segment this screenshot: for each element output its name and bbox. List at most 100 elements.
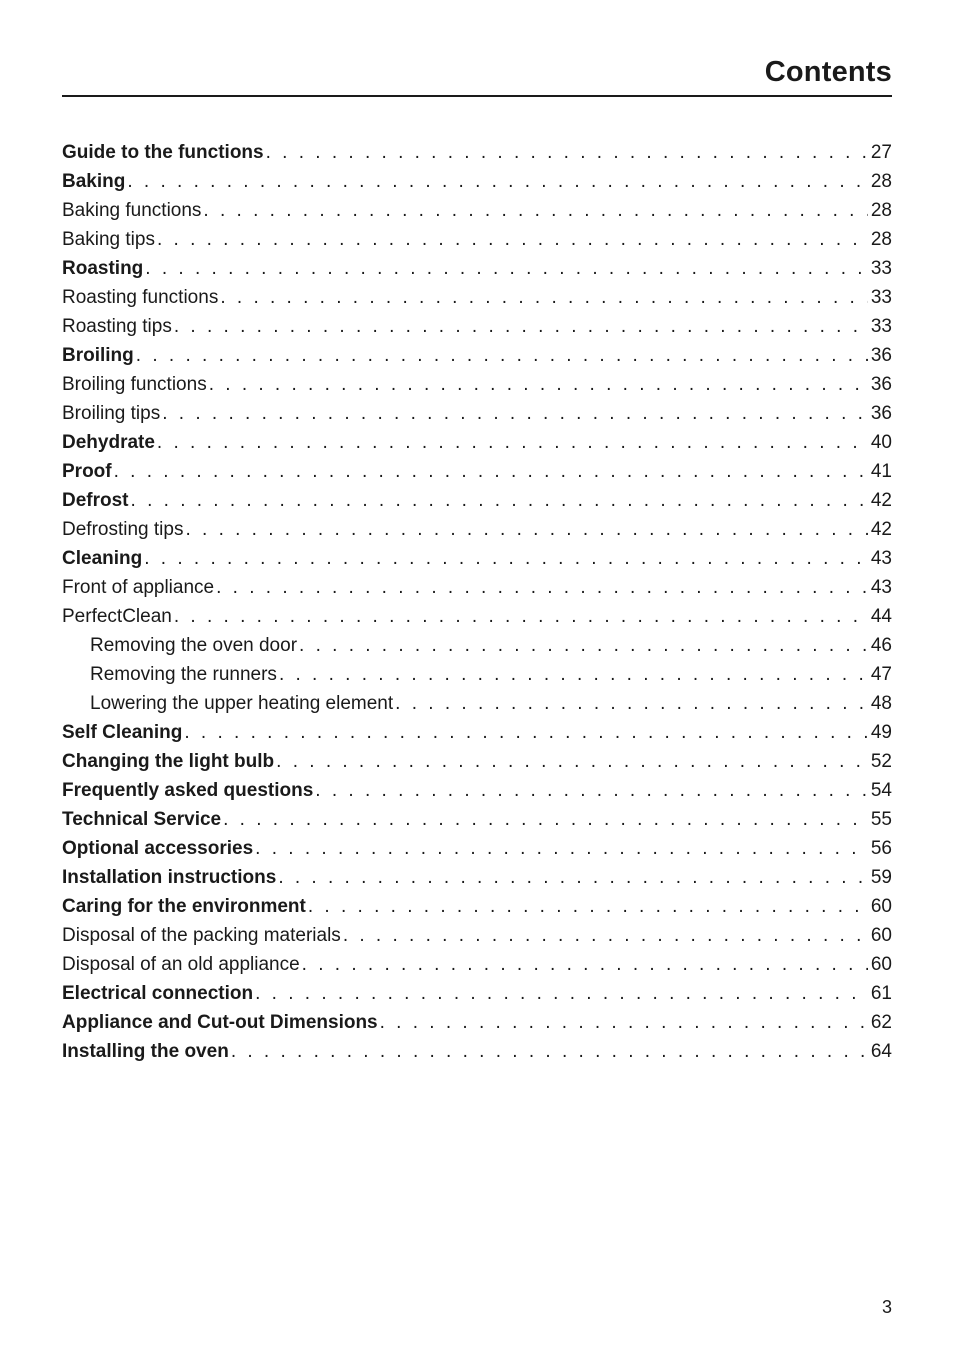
toc-entry-label: Removing the oven door — [90, 636, 297, 655]
toc-entry-page: 36 — [868, 404, 892, 423]
toc-entry: Broiling tips 36 — [62, 404, 892, 423]
toc-entry-page: 44 — [868, 607, 892, 626]
page: Contents Guide to the functions 27 Baking 2… — [0, 0, 954, 1352]
toc-entry: Frequently asked questions54 — [62, 781, 892, 800]
toc-leader-dots — [155, 230, 868, 249]
toc-entry: Front of appliance43 — [62, 578, 892, 597]
toc-entry-page: 33 — [868, 288, 892, 307]
toc-entry-label: Defrost — [62, 491, 129, 510]
toc-leader-dots — [207, 375, 868, 394]
toc-leader-dots — [142, 549, 868, 568]
toc-entry-label: Guide to the functions — [62, 143, 264, 162]
toc-entry-label: Baking tips — [62, 230, 155, 249]
toc-entry-page: 27 — [868, 143, 892, 162]
toc-leader-dots — [253, 839, 868, 858]
toc-entry-page: 28 — [868, 201, 892, 220]
toc-entry: Disposal of an old appliance 60 — [62, 955, 892, 974]
toc-entry: Cleaning43 — [62, 549, 892, 568]
toc-entry: Installing the oven64 — [62, 1042, 892, 1061]
toc-entry-label: Changing the light bulb — [62, 752, 274, 771]
toc-entry: Roasting functions33 — [62, 288, 892, 307]
toc-entry: PerfectClean44 — [62, 607, 892, 626]
toc-leader-dots — [306, 897, 868, 916]
toc-leader-dots — [393, 694, 868, 713]
toc-leader-dots — [229, 1042, 868, 1061]
toc-entry-page: 40 — [868, 433, 892, 452]
toc-leader-dots — [172, 607, 868, 626]
toc-leader-dots — [183, 520, 868, 539]
toc-entry-page: 46 — [868, 636, 892, 655]
toc-entry: Removing the oven door 46 — [62, 636, 892, 655]
toc-entry: Broiling36 — [62, 346, 892, 365]
toc-entry: Baking 28 — [62, 172, 892, 191]
toc-entry-label: Disposal of an old appliance — [62, 955, 300, 974]
toc-leader-dots — [341, 926, 868, 945]
toc-entry-label: Baking functions — [62, 201, 201, 220]
toc-entry-label: Front of appliance — [62, 578, 214, 597]
toc-leader-dots — [218, 288, 868, 307]
toc-entry: Electrical connection61 — [62, 984, 892, 1003]
toc-leader-dots — [129, 491, 868, 510]
toc-leader-dots — [143, 259, 868, 278]
toc-leader-dots — [253, 984, 868, 1003]
toc-leader-dots — [277, 665, 868, 684]
toc-entry: Broiling functions36 — [62, 375, 892, 394]
toc-entry-label: Proof — [62, 462, 112, 481]
toc-entry-label: Technical Service — [62, 810, 221, 829]
toc-leader-dots — [297, 636, 868, 655]
toc-entry-page: 33 — [868, 317, 892, 336]
toc-entry: Optional accessories56 — [62, 839, 892, 858]
toc-entry-page: 49 — [868, 723, 892, 742]
toc-entry-page: 60 — [868, 897, 892, 916]
toc-entry-label: Roasting — [62, 259, 143, 278]
toc-entry-label: Roasting tips — [62, 317, 172, 336]
toc-entry-label: Lowering the upper heating element — [90, 694, 393, 713]
toc-leader-dots — [201, 201, 868, 220]
page-header: Contents — [62, 56, 892, 97]
toc-entry-label: Baking — [62, 172, 125, 191]
toc-leader-dots — [274, 752, 868, 771]
toc-entry-label: Removing the runners — [90, 665, 277, 684]
toc-entry-page: 60 — [868, 955, 892, 974]
toc-entry-label: Disposal of the packing materials — [62, 926, 341, 945]
toc-entry-page: 62 — [868, 1013, 892, 1032]
toc-entry: Technical Service55 — [62, 810, 892, 829]
toc-entry: Guide to the functions 27 — [62, 143, 892, 162]
toc-entry-label: Electrical connection — [62, 984, 253, 1003]
toc-entry-label: Broiling tips — [62, 404, 160, 423]
toc-entry-page: 52 — [868, 752, 892, 771]
toc-entry-page: 36 — [868, 346, 892, 365]
toc-leader-dots — [300, 955, 868, 974]
toc-leader-dots — [112, 462, 868, 481]
toc-entry: Lowering the upper heating element 48 — [62, 694, 892, 713]
toc-leader-dots — [313, 781, 868, 800]
table-of-contents: Guide to the functions 27 Baking 28 Baking f… — [62, 143, 892, 1061]
toc-entry-page: 59 — [868, 868, 892, 887]
toc-entry-label: Installation instructions — [62, 868, 276, 887]
page-title: Contents — [765, 56, 892, 88]
toc-leader-dots — [221, 810, 868, 829]
toc-leader-dots — [155, 433, 868, 452]
toc-entry-page: 47 — [868, 665, 892, 684]
toc-entry: Disposal of the packing materials 60 — [62, 926, 892, 945]
toc-leader-dots — [264, 143, 868, 162]
toc-leader-dots — [182, 723, 868, 742]
toc-entry: Changing the light bulb 52 — [62, 752, 892, 771]
toc-entry-page: 33 — [868, 259, 892, 278]
toc-leader-dots — [125, 172, 868, 191]
toc-entry: Defrost42 — [62, 491, 892, 510]
toc-entry-page: 28 — [868, 172, 892, 191]
toc-entry-label: Self Cleaning — [62, 723, 182, 742]
toc-entry: Baking tips28 — [62, 230, 892, 249]
toc-entry: Appliance and Cut-out Dimensions 62 — [62, 1013, 892, 1032]
toc-entry: Removing the runners 47 — [62, 665, 892, 684]
toc-entry-page: 42 — [868, 520, 892, 539]
toc-entry-label: Installing the oven — [62, 1042, 229, 1061]
toc-entry: Installation instructions 59 — [62, 868, 892, 887]
toc-entry: Self Cleaning 49 — [62, 723, 892, 742]
toc-entry-page: 48 — [868, 694, 892, 713]
toc-entry: Roasting 33 — [62, 259, 892, 278]
toc-entry-label: Caring for the environment — [62, 897, 306, 916]
toc-entry-label: Appliance and Cut-out Dimensions — [62, 1013, 378, 1032]
toc-entry-page: 60 — [868, 926, 892, 945]
